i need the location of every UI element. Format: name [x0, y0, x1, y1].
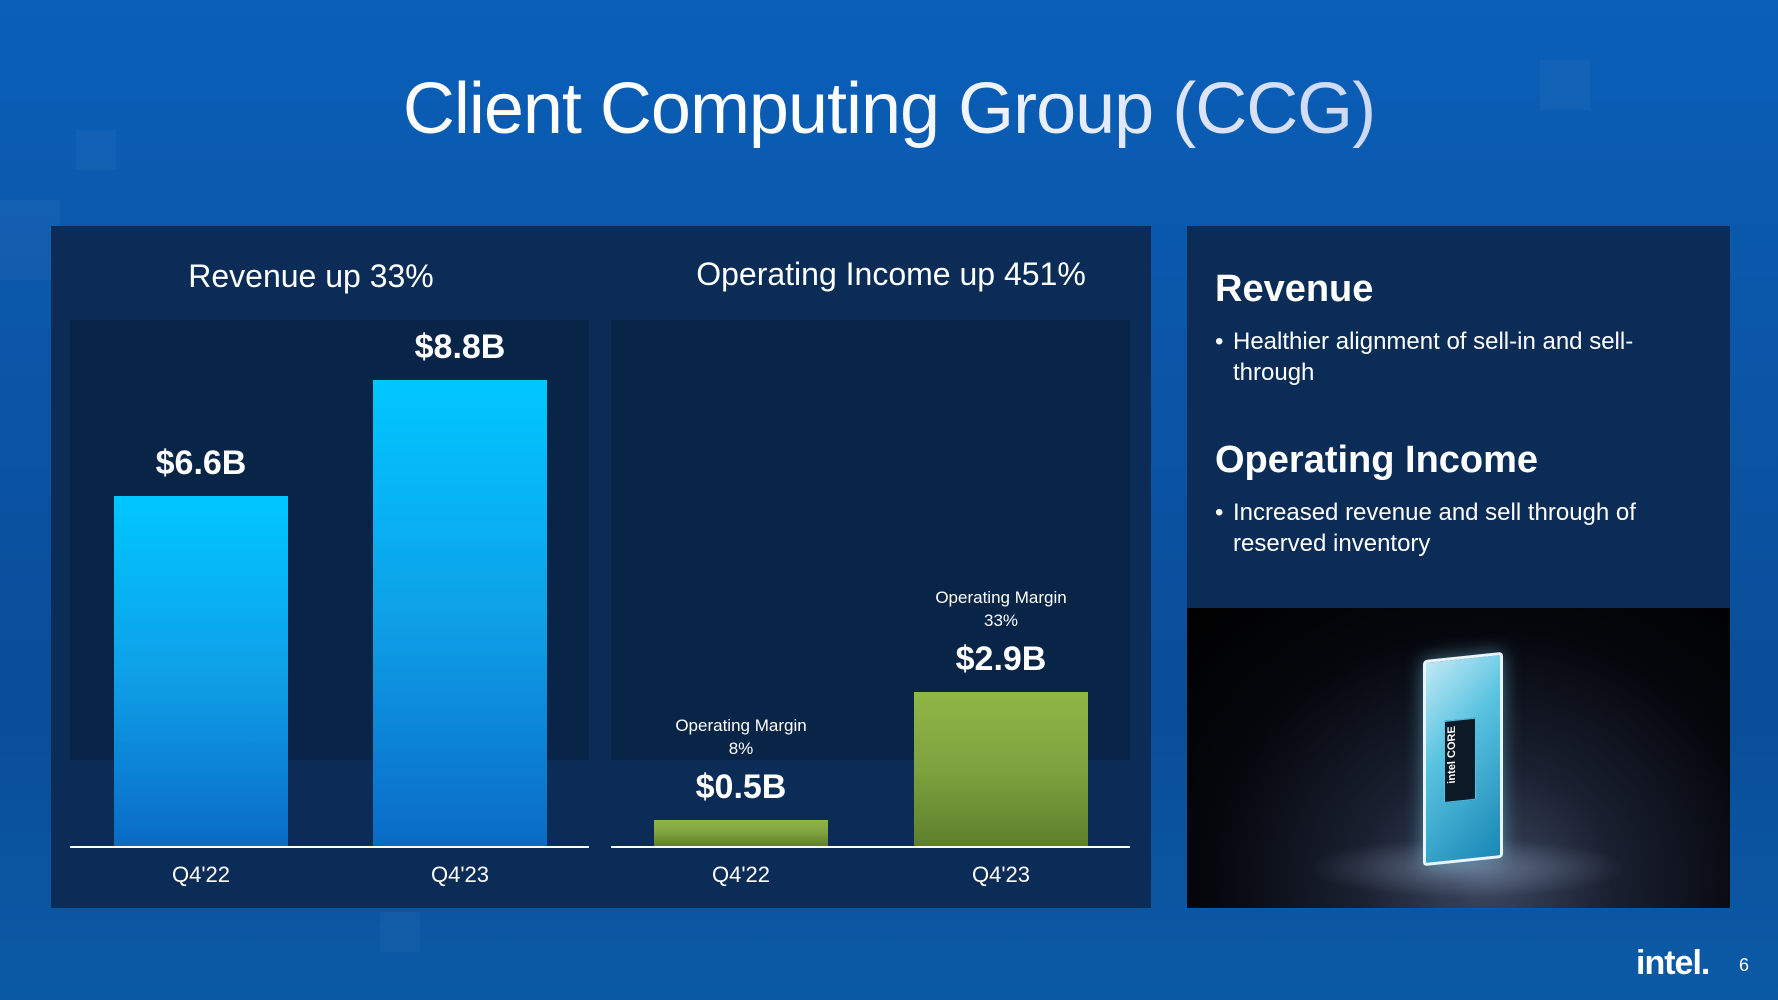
revenue-value-label: $8.8B — [414, 327, 506, 366]
page-title: Client Computing Group (CCG) — [0, 68, 1778, 150]
processor-chip: intel CORE — [1423, 651, 1503, 867]
operating-income-chart-title: Operating Income up 451% — [696, 256, 1086, 292]
revenue-value-label: $6.6B — [155, 444, 247, 483]
background-tile — [380, 912, 420, 952]
revenue-heading: Revenue — [1215, 268, 1374, 310]
bullet-icon: • — [1215, 328, 1224, 355]
operating-income-margin-label: Operating Margin 33% — [935, 588, 1067, 631]
operating-income-heading: Operating Income — [1215, 439, 1539, 481]
operating-income-bar — [914, 692, 1088, 846]
operating-income-value-label: $2.9B — [955, 640, 1047, 679]
operating-income-category-label: Q4'22 — [711, 862, 771, 887]
intel-logo: intel. — [1636, 944, 1710, 982]
bullet-icon: • — [1215, 499, 1224, 526]
operating-income-chart-area — [611, 320, 1130, 760]
processor-image: intel CORE — [1187, 608, 1730, 908]
commentary-panel: Revenue • Healthier alignment of sell-in… — [1187, 226, 1730, 608]
operating-income-chart-baseline — [611, 846, 1130, 848]
revenue-bar — [373, 379, 547, 846]
revenue-category-label: Q4'22 — [171, 862, 231, 887]
revenue-bullet: • Healthier alignment of sell-in and sel… — [1215, 326, 1685, 388]
charts-panel: Revenue up 33% Operating Income up 451% … — [51, 226, 1151, 908]
revenue-chart-title: Revenue up 33% — [188, 258, 434, 294]
revenue-bar — [114, 496, 288, 846]
operating-income-category-label: Q4'23 — [971, 862, 1031, 887]
operating-income-bar — [654, 819, 828, 846]
operating-income-value-label: $0.5B — [695, 767, 787, 806]
operating-income-bullet: • Increased revenue and sell through of … — [1215, 497, 1685, 559]
chip-logo-text: intel CORE — [1446, 725, 1458, 785]
operating-income-margin-label: Operating Margin 8% — [675, 715, 807, 758]
revenue-bullet-text: Healthier alignment of sell-in and sell-… — [1233, 328, 1634, 386]
page-number: 6 — [1739, 955, 1750, 975]
revenue-category-label: Q4'23 — [430, 862, 490, 887]
operating-income-bullet-text: Increased revenue and sell through of re… — [1233, 499, 1636, 557]
revenue-chart-baseline — [70, 846, 589, 848]
